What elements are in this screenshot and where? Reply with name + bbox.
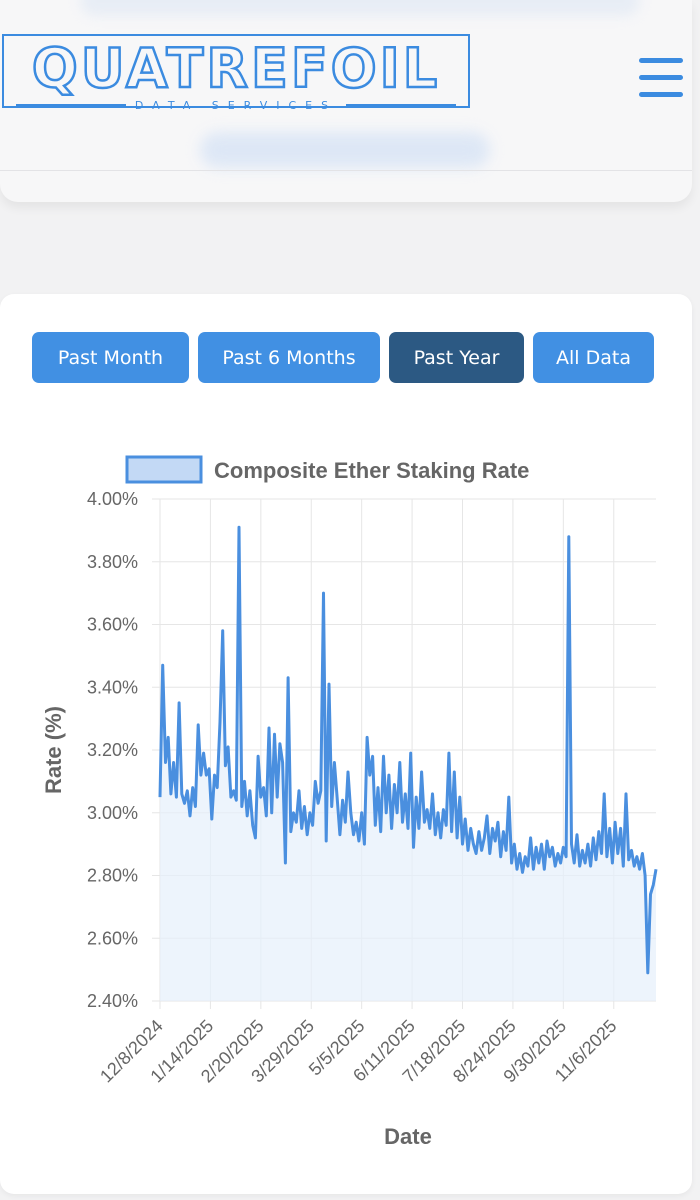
site-header: QUATREFOIL DATA SERVICES (0, 0, 692, 202)
y-tick-label: 3.00% (87, 803, 138, 823)
menu-bar-top (639, 58, 683, 63)
legend-label: Composite Ether Staking Rate (214, 458, 529, 483)
hamburger-menu-icon[interactable] (636, 56, 686, 100)
y-axis-label: Rate (%) (41, 706, 66, 794)
y-tick-label: 2.80% (87, 866, 138, 886)
chart-legend[interactable]: Composite Ether Staking Rate (125, 455, 529, 484)
quatrefoil-logo[interactable]: QUATREFOIL DATA SERVICES (2, 34, 470, 112)
y-axis-ticks: 4.00% 3.80% 3.60% 3.40% 3.20% 3.00% 2.80% 2.60%… (87, 489, 138, 1011)
legend-swatch (125, 455, 203, 484)
staking-rate-chart: 4.00% 3.80% 3.60% 3.40% 3.20% 3.00% 2.80% 2.60%… (41, 455, 658, 1149)
header-divider (0, 170, 692, 171)
logo-wordmark: QUATREFOIL (31, 36, 441, 102)
x-axis-ticks: 12/8/20241/14/20252/20/20253/29/20255/5/… (96, 1016, 621, 1087)
logo-subtitle: DATA SERVICES (134, 99, 338, 112)
y-tick-label: 3.20% (87, 740, 138, 760)
y-tick-label: 3.60% (87, 615, 138, 635)
logo-subtitle-rule (16, 96, 456, 112)
all-data-button[interactable]: All Data (533, 332, 654, 383)
blurred-banner-top (80, 0, 640, 16)
past-6-months-button[interactable]: Past 6 Months (198, 332, 380, 383)
y-tick-label: 3.40% (87, 677, 138, 697)
y-tick-label: 3.80% (87, 552, 138, 572)
y-tick-label: 4.00% (87, 489, 138, 509)
menu-bar-bottom (639, 92, 683, 97)
past-month-button[interactable]: Past Month (32, 332, 189, 383)
x-axis-label: Date (384, 1124, 432, 1149)
chart-card (0, 294, 692, 1194)
series-area-fill (160, 527, 656, 1001)
blurred-banner-bottom (200, 132, 490, 168)
series-line (158, 525, 658, 975)
y-tick-label: 2.40% (87, 991, 138, 1011)
past-year-button[interactable]: Past Year (389, 332, 524, 383)
y-tick-label: 2.60% (87, 928, 138, 948)
menu-bar-middle (639, 75, 683, 80)
